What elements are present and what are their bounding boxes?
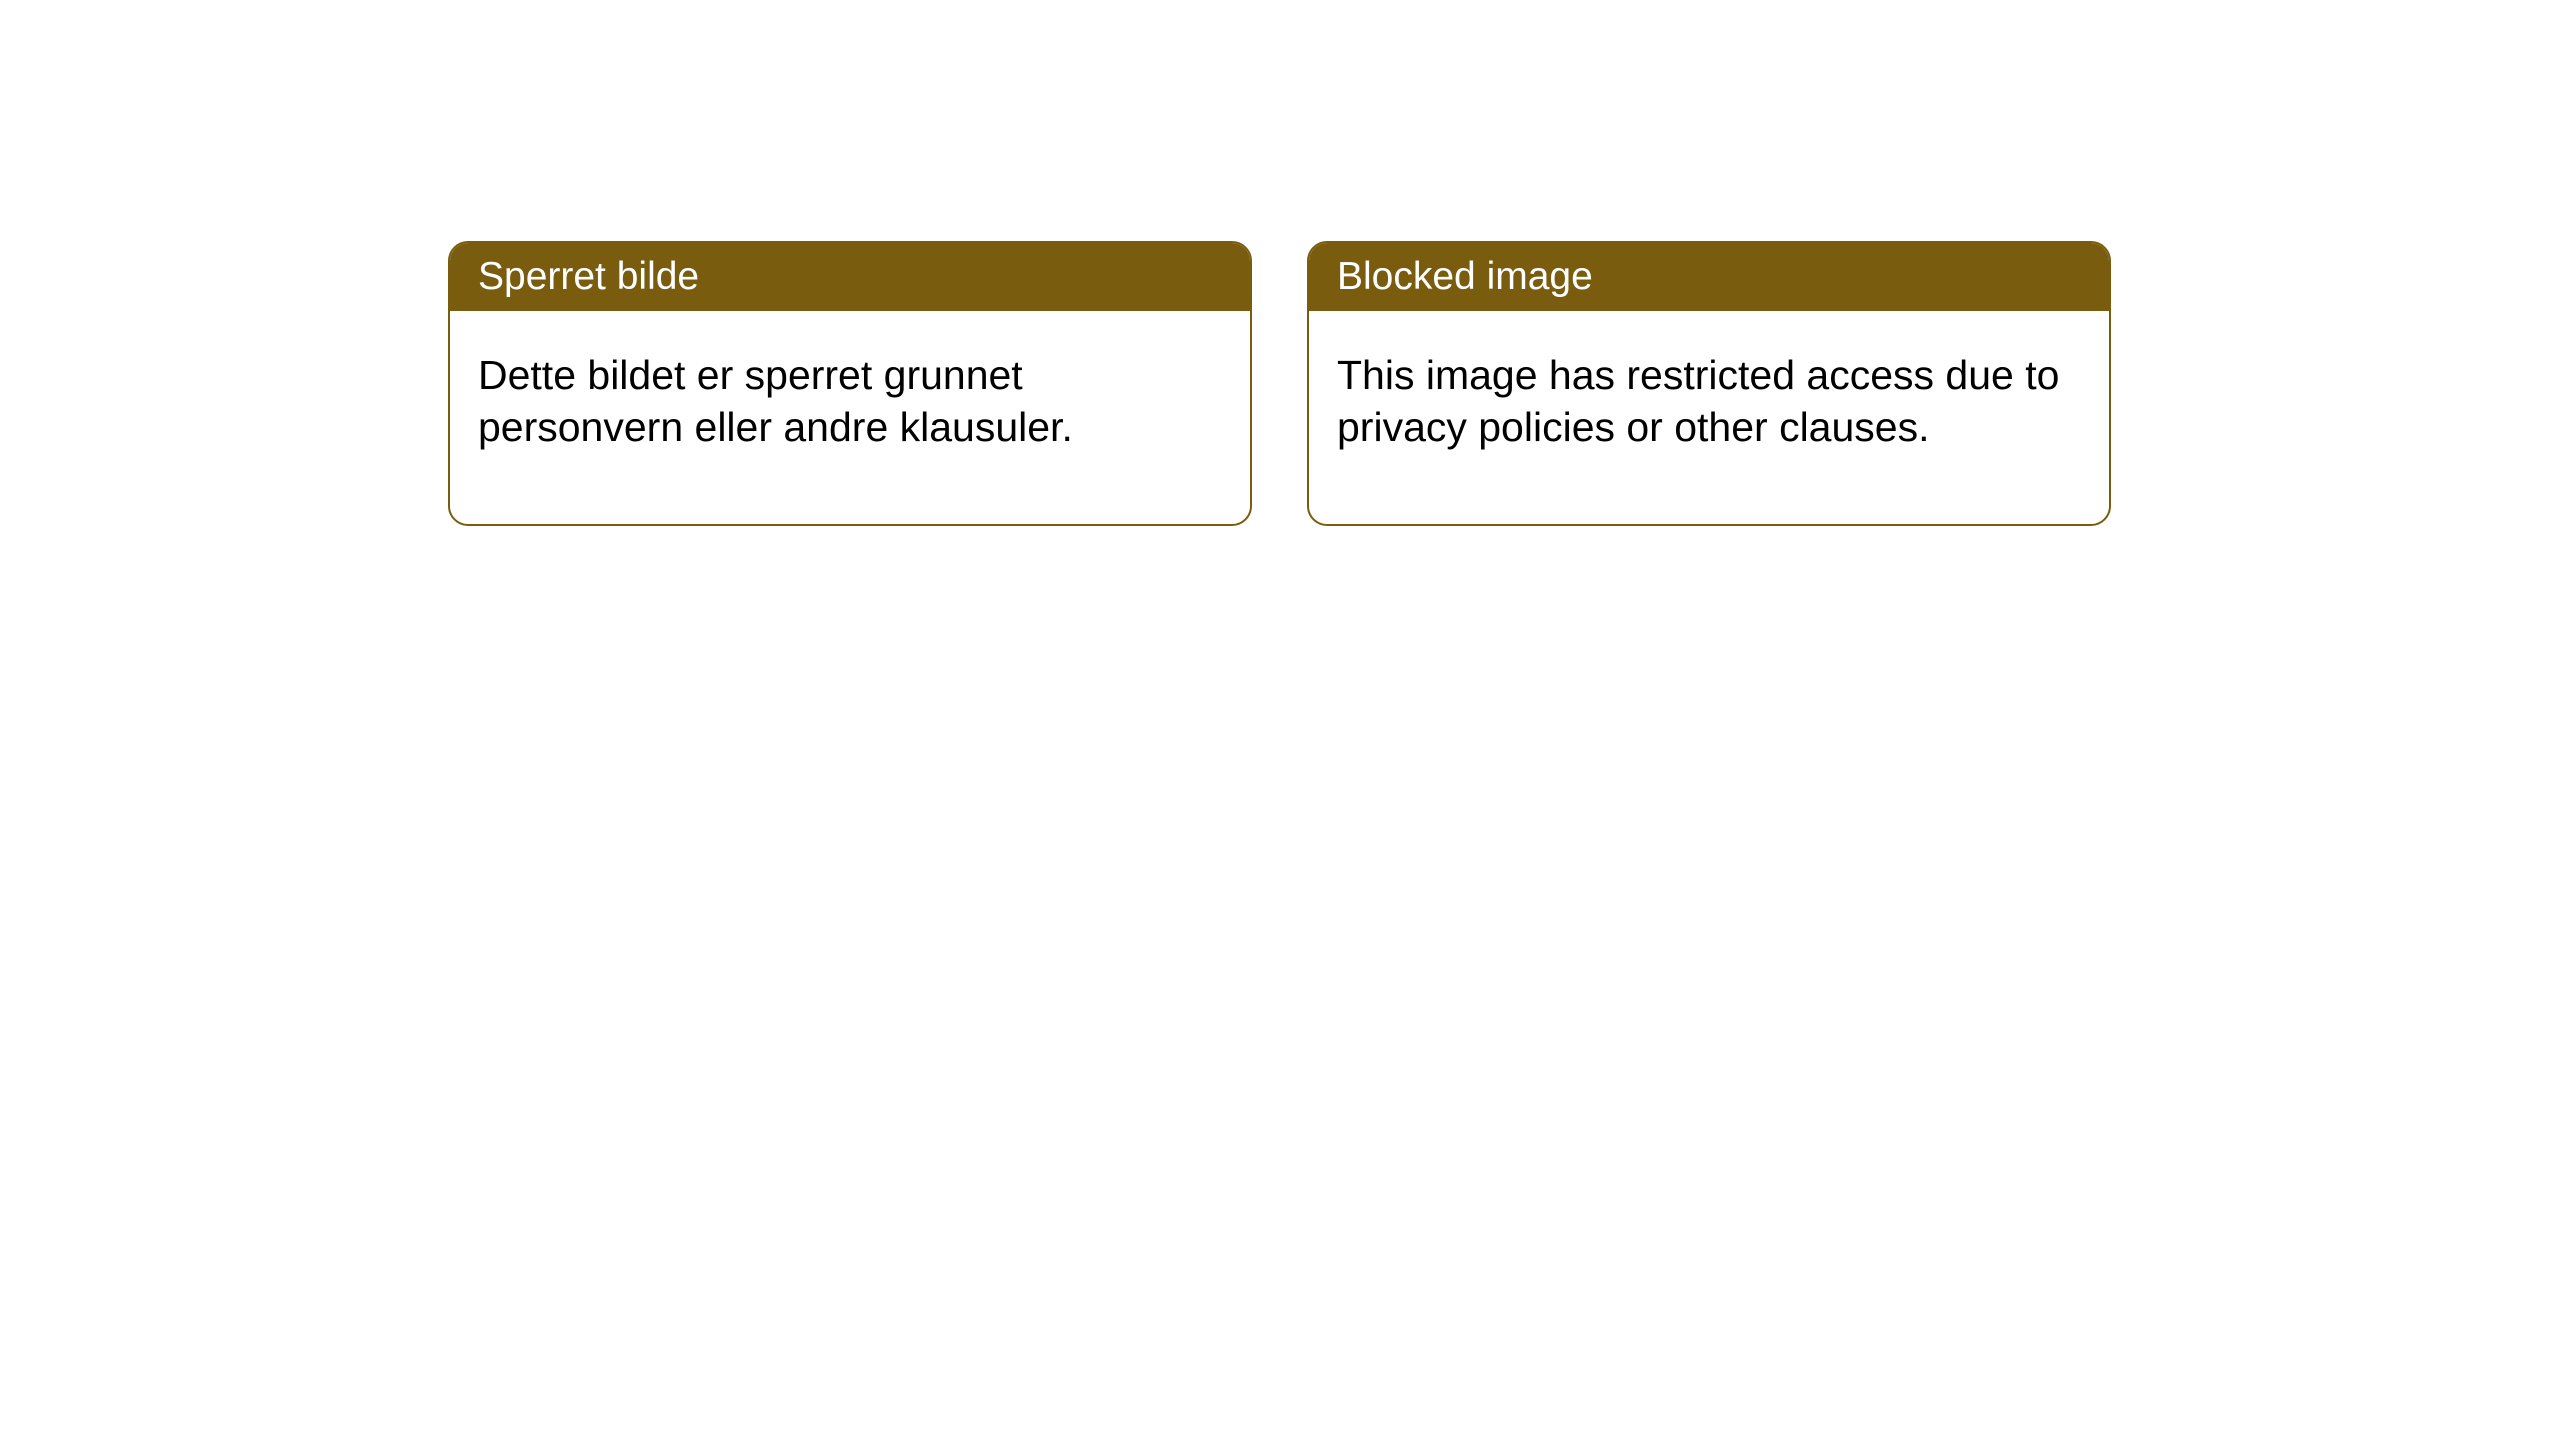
card-body-text: Dette bildet er sperret grunnet personve… [478, 352, 1073, 450]
notice-card-norwegian: Sperret bilde Dette bildet er sperret gr… [448, 241, 1252, 526]
notice-cards-container: Sperret bilde Dette bildet er sperret gr… [448, 241, 2111, 526]
card-title: Sperret bilde [478, 255, 699, 298]
card-body-text: This image has restricted access due to … [1337, 352, 2059, 450]
card-body: This image has restricted access due to … [1309, 311, 2109, 524]
card-header: Sperret bilde [450, 243, 1250, 311]
notice-card-english: Blocked image This image has restricted … [1307, 241, 2111, 526]
card-body: Dette bildet er sperret grunnet personve… [450, 311, 1250, 524]
card-header: Blocked image [1309, 243, 2109, 311]
card-title: Blocked image [1337, 255, 1593, 298]
